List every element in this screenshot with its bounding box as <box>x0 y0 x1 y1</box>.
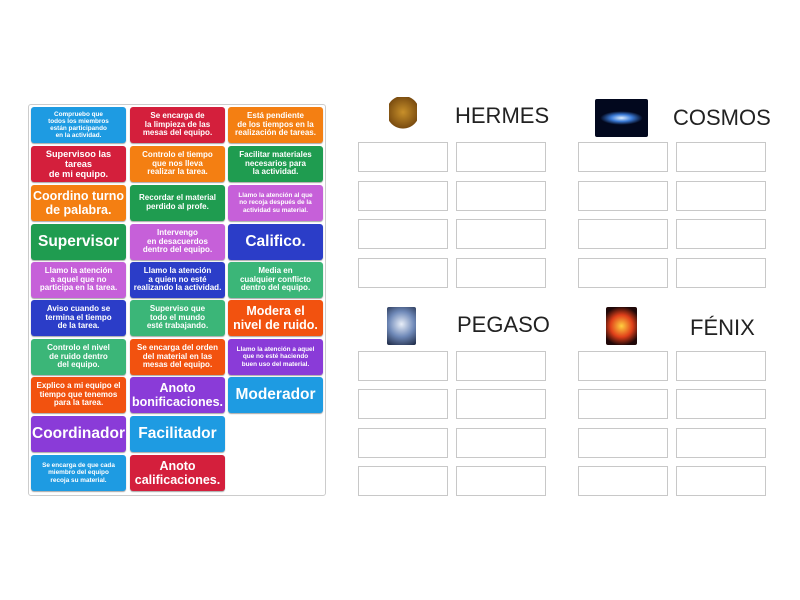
draggable-tile[interactable]: Se encarga de que cada miembro del equip… <box>31 455 126 491</box>
draggable-tile[interactable]: Recordar el material perdido al profe. <box>130 185 225 221</box>
draggable-tile[interactable]: Modera el nivel de ruido. <box>228 300 323 336</box>
draggable-tile[interactable]: Controlo el tiempo que nos lleva realiza… <box>130 146 225 182</box>
drop-slot[interactable] <box>358 258 448 288</box>
drop-slot[interactable] <box>676 351 766 381</box>
drop-slot[interactable] <box>578 351 668 381</box>
draggable-tile[interactable]: Facilitador <box>130 416 225 452</box>
draggable-tile[interactable]: Facilitar materiales necesarios para la … <box>228 146 323 182</box>
draggable-tile[interactable]: Aviso cuando se termina el tiempo de la … <box>31 300 126 336</box>
draggable-tile[interactable]: Llamo la atención a quien no esté realiz… <box>130 262 225 298</box>
drop-slot[interactable] <box>456 258 546 288</box>
drop-slot[interactable] <box>456 351 546 381</box>
draggable-tile[interactable]: Supervisor <box>31 224 126 260</box>
drop-slot[interactable] <box>676 219 766 249</box>
drop-slot[interactable] <box>578 219 668 249</box>
drop-slot[interactable] <box>676 142 766 172</box>
hermes-figure-image <box>389 97 417 135</box>
draggable-tile[interactable]: Se encarga de la limpieza de las mesas d… <box>130 107 225 143</box>
drop-slot[interactable] <box>456 428 546 458</box>
galaxy-image <box>595 99 648 137</box>
group-title: COSMOS <box>673 105 771 130</box>
draggable-tile[interactable]: Está pendiente de los tiempos en la real… <box>228 107 323 143</box>
drop-slot[interactable] <box>676 389 766 419</box>
draggable-tile[interactable]: Anoto calificaciones. <box>130 455 225 491</box>
draggable-tile[interactable]: Llamo la atención al que no recoja despu… <box>228 185 323 221</box>
drop-slot[interactable] <box>578 428 668 458</box>
draggable-tile[interactable]: Superviso que todo el mundo esté trabaja… <box>130 300 225 336</box>
draggable-tile[interactable]: Explico a mi equipo el tiempo que tenemo… <box>31 377 126 413</box>
group-title: FÉNIX <box>690 315 755 340</box>
drop-slot[interactable] <box>578 466 668 496</box>
draggable-tile[interactable]: Se encarga del orden del material en las… <box>130 339 225 375</box>
draggable-tile[interactable]: Moderador <box>228 377 323 413</box>
draggable-tile[interactable]: Anoto bonificaciones. <box>130 377 225 413</box>
group-title: HERMES <box>455 103 550 128</box>
drop-slot[interactable] <box>358 389 448 419</box>
drop-slot[interactable] <box>358 181 448 211</box>
drop-slot[interactable] <box>578 389 668 419</box>
draggable-tile[interactable]: Coordino turno de palabra. <box>31 185 126 221</box>
group-title: PEGASO <box>457 312 550 337</box>
drop-slot[interactable] <box>358 351 448 381</box>
draggable-tile[interactable]: Supervisoo las tareas de mi equipo. <box>31 146 126 182</box>
draggable-tile[interactable]: Llamo la atención a aquel que no partici… <box>31 262 126 298</box>
drop-slot[interactable] <box>456 219 546 249</box>
drop-slot[interactable] <box>456 466 546 496</box>
drop-slot[interactable] <box>578 258 668 288</box>
drop-slot[interactable] <box>358 142 448 172</box>
tile-bank: Compruebo que todos los miembros están p… <box>28 104 326 496</box>
drop-slot[interactable] <box>358 219 448 249</box>
drop-slot[interactable] <box>676 181 766 211</box>
drop-slot[interactable] <box>676 466 766 496</box>
drop-slot[interactable] <box>456 181 546 211</box>
draggable-tile[interactable]: Coordinador <box>31 416 126 452</box>
drop-slot[interactable] <box>358 428 448 458</box>
drop-slot[interactable] <box>456 142 546 172</box>
drop-slot[interactable] <box>456 389 546 419</box>
draggable-tile[interactable]: Media en cualquier conflicto dentro del … <box>228 262 323 298</box>
drop-slot[interactable] <box>578 181 668 211</box>
drop-slot[interactable] <box>676 428 766 458</box>
drop-slot[interactable] <box>358 466 448 496</box>
draggable-tile[interactable]: Intervengo en desacuerdos dentro del equ… <box>130 224 225 260</box>
pegasus-image <box>387 307 416 345</box>
phoenix-image <box>606 307 637 345</box>
draggable-tile[interactable]: Compruebo que todos los miembros están p… <box>31 107 126 143</box>
draggable-tile[interactable]: Controlo el nivel de ruido dentro del eq… <box>31 339 126 375</box>
drop-slot[interactable] <box>578 142 668 172</box>
draggable-tile[interactable]: Llamo la atención a aquel que no esté ha… <box>228 339 323 375</box>
drop-slot[interactable] <box>676 258 766 288</box>
draggable-tile[interactable]: Califico. <box>228 224 323 260</box>
